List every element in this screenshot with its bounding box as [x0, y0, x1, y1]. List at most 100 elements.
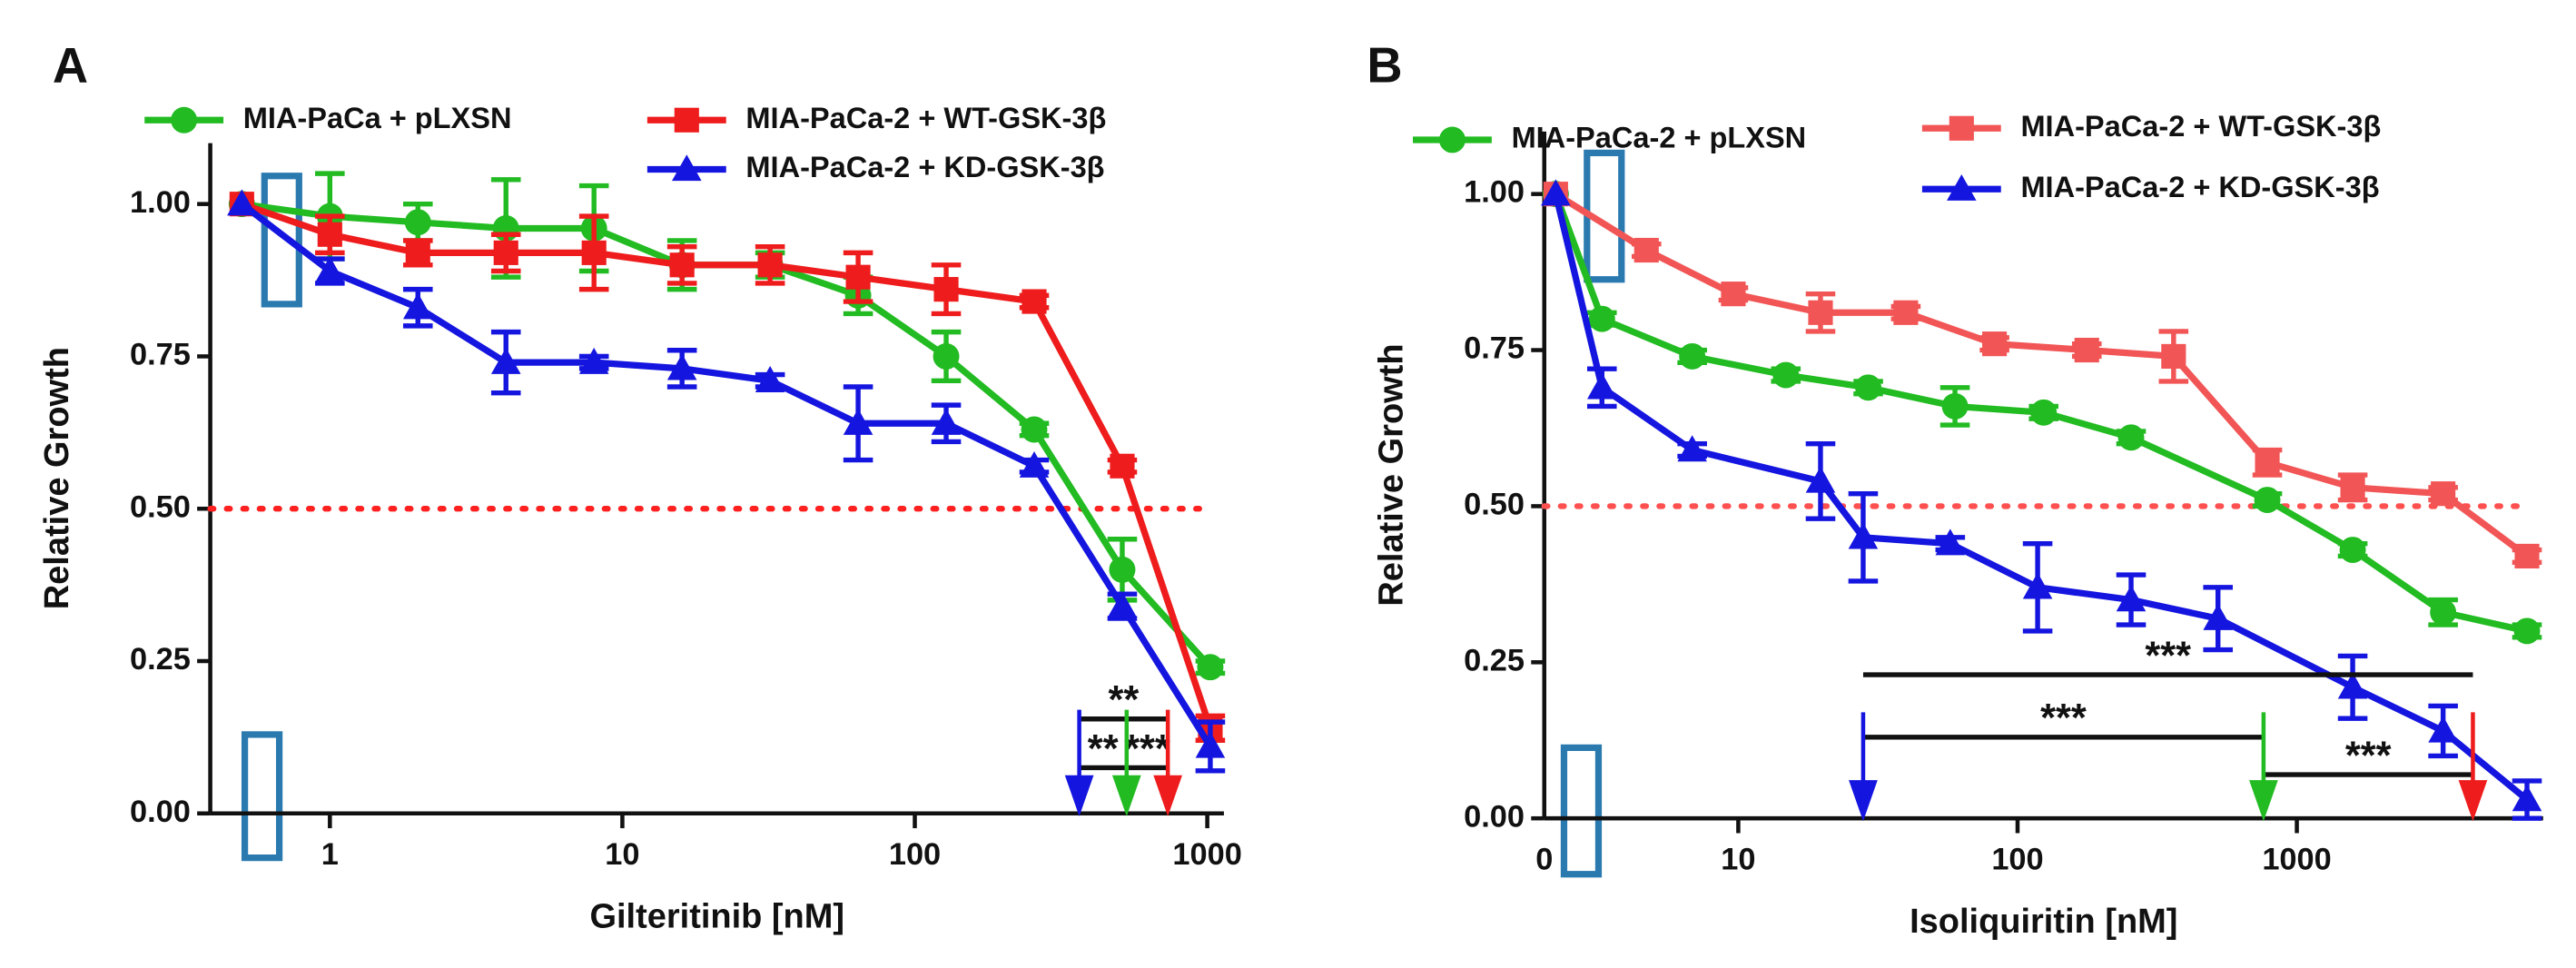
marker [2431, 481, 2456, 507]
highlight-box [241, 731, 283, 862]
marker [490, 347, 521, 374]
significance-label: ** [1088, 727, 1119, 771]
marker [1941, 392, 1969, 420]
y-tick-label: 0.25 [130, 642, 191, 677]
ic50-arrow [1111, 709, 1141, 816]
marker [1808, 300, 1833, 325]
marker [1019, 450, 1050, 478]
marker [2513, 617, 2541, 645]
marker [2430, 598, 2457, 626]
legend-marker [1438, 126, 1466, 153]
marker [2428, 716, 2458, 743]
panel-label: A [53, 37, 88, 93]
legend-marker [672, 154, 702, 182]
marker [1197, 654, 1224, 681]
marker [755, 366, 785, 392]
marker [2117, 424, 2145, 451]
marker [2203, 603, 2233, 630]
marker [578, 347, 609, 374]
marker [1772, 361, 1800, 389]
x-axis-title: Gilteritinib [nM] [589, 898, 844, 936]
marker [2339, 537, 2366, 564]
marker [1022, 289, 1047, 314]
marker [1541, 179, 1571, 206]
marker [1633, 237, 1659, 263]
marker [493, 240, 518, 265]
marker [843, 408, 873, 435]
marker [1110, 453, 1135, 479]
series-line [241, 201, 1213, 670]
marker [1107, 591, 1138, 618]
marker [2161, 343, 2186, 369]
marker [1855, 374, 1882, 401]
y-tick-label: 0.75 [130, 338, 191, 372]
x-tick-label: 1000 [1172, 837, 1241, 872]
x-tick-label: 0 [1535, 842, 1553, 876]
significance-label: *** [1124, 727, 1170, 771]
legend-marker [171, 106, 198, 133]
legend-marker [674, 107, 699, 133]
ic50-arrow [1849, 712, 1878, 822]
legend-label: MIA-PaCa-2 + WT-GSK-3β [745, 102, 1106, 134]
marker [933, 277, 959, 302]
marker [1805, 466, 1836, 493]
series-line [1552, 193, 2530, 803]
ic50-arrow [1153, 709, 1183, 816]
y-tick-label: 0.75 [1464, 331, 1525, 366]
y-tick-label: 0.00 [1464, 799, 1525, 834]
marker [2116, 585, 2147, 612]
x-tick-label: 100 [1991, 842, 2043, 876]
legend-label: MIA-PaCa-2 + KD-GSK-3β [745, 151, 1104, 183]
panel-label: B [1367, 37, 1402, 93]
legend-marker [1949, 115, 1974, 141]
significance-label: *** [2040, 696, 2087, 740]
y-axis-title: Relative Growth [1372, 343, 1410, 606]
marker [1721, 282, 1746, 307]
legend-marker [1947, 173, 1977, 201]
marker [2512, 785, 2542, 812]
significance-label: *** [2345, 734, 2392, 777]
legend-label: MIA-PaCa + pLXSN [243, 102, 512, 134]
series-line [1552, 193, 2528, 635]
highlight-box [1560, 744, 1603, 878]
ic50-arrow [2249, 712, 2278, 822]
y-tick-label: 1.00 [1464, 175, 1525, 210]
marker [2254, 487, 2281, 514]
marker [669, 252, 695, 278]
marker [1935, 528, 1966, 556]
y-tick-label: 0.00 [130, 795, 191, 829]
marker [2337, 672, 2368, 699]
marker [933, 342, 960, 370]
x-tick-label: 10 [605, 837, 639, 872]
marker [317, 222, 342, 247]
marker [404, 209, 431, 236]
marker [581, 240, 607, 265]
marker [1195, 731, 1226, 758]
marker [931, 408, 962, 435]
y-tick-label: 0.50 [1464, 488, 1525, 522]
marker [1982, 331, 2008, 357]
marker [2514, 543, 2540, 568]
marker [227, 189, 257, 216]
y-tick-label: 0.25 [1464, 643, 1525, 677]
marker [2022, 572, 2053, 599]
ic50-arrow [1064, 709, 1094, 816]
marker [1679, 342, 1706, 370]
x-tick-label: 1000 [2262, 842, 2331, 876]
marker [1109, 556, 1136, 583]
marker [2255, 449, 2280, 475]
marker [1021, 416, 1048, 443]
ic50-arrow [2458, 712, 2488, 822]
marker [2074, 337, 2099, 363]
legend-label: MIA-PaCa-2 + KD-GSK-3β [2020, 171, 2379, 203]
series-line [240, 201, 1213, 748]
legend-label: MIA-PaCa-2 + pLXSN [1512, 122, 1807, 154]
marker [1677, 435, 1707, 462]
marker [1588, 305, 1615, 332]
marker [2340, 475, 2365, 500]
x-tick-label: 100 [889, 837, 941, 872]
marker [315, 256, 345, 283]
significance-label: *** [2145, 634, 2191, 677]
marker [757, 252, 783, 278]
